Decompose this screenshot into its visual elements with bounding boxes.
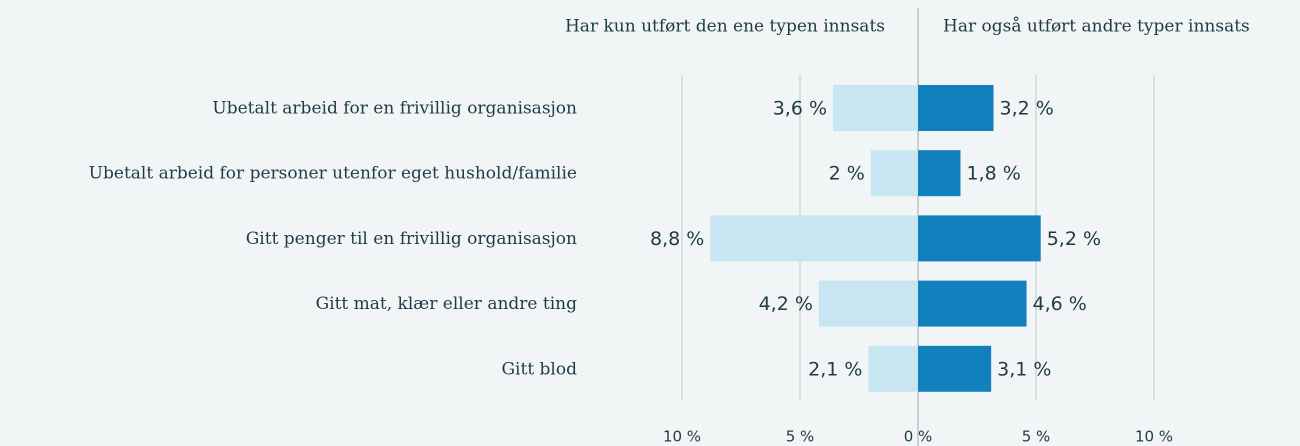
bar [918,85,994,131]
bar [833,85,918,131]
bar [918,215,1041,262]
value-label: 2 % [829,163,865,185]
bar [710,215,918,262]
value-label: 8,8 % [650,228,704,250]
legend-label: Har også utført andre typer innsats [943,17,1250,37]
x-tick-label: 10 % [663,428,701,446]
category-label: Gitt penger til en frivillig organisasjo… [246,229,577,249]
value-label: 3,6 % [773,98,827,120]
bar [868,345,918,392]
bar [918,280,1027,327]
category-label: Ubetalt arbeid for personer utenfor eget… [89,164,577,184]
category-label: Gitt blod [501,359,577,379]
bar [818,280,918,327]
x-tick-label: 5 % [1022,428,1051,446]
value-label: 4,6 % [1033,293,1087,315]
value-label: 5,2 % [1047,228,1101,250]
x-tick-label: 0 % [904,428,933,446]
bar [918,150,961,197]
category-label: Ubetalt arbeid for en frivillig organisa… [212,99,577,119]
x-tick-label: 5 % [786,428,815,446]
bar [918,345,992,392]
value-label: 2,1 % [808,358,862,380]
category-label: Gitt mat, klær eller andre ting [316,294,578,314]
value-label: 1,8 % [966,163,1020,185]
value-label: 4,2 % [759,293,813,315]
value-label: 3,1 % [997,358,1051,380]
bar [870,150,918,197]
x-tick-label: 10 % [1135,428,1173,446]
value-label: 3,2 % [1000,98,1054,120]
legend-label: Har kun utført den ene typen innsats [565,17,885,37]
